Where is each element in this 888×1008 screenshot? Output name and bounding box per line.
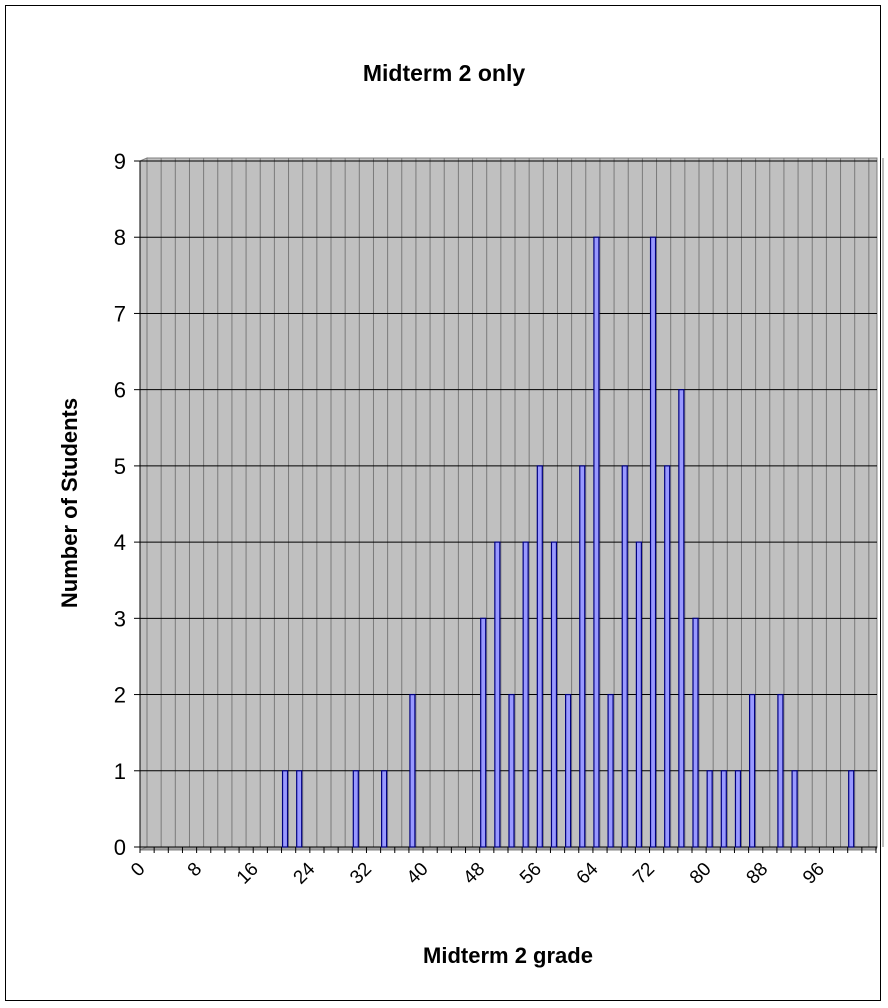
x-tick-label: 56 [516, 859, 546, 889]
histogram-bar [777, 693, 784, 848]
histogram-bar [550, 541, 558, 848]
histogram-bar [848, 770, 855, 848]
x-tick-label: 32 [346, 859, 376, 889]
histogram-bar [494, 541, 501, 848]
plot-side-wall [139, 157, 148, 851]
histogram-bar [621, 465, 628, 848]
x-tick-label: 40 [403, 859, 433, 889]
histogram-bar [749, 693, 756, 848]
y-tick-label: 9 [114, 149, 126, 174]
x-axis-title: Midterm 2 grade [423, 943, 593, 968]
histogram-bar [409, 693, 416, 848]
histogram-bar [536, 465, 543, 848]
histogram-bar [281, 770, 289, 848]
x-tick-label: 96 [799, 859, 829, 889]
histogram-bar [720, 770, 727, 848]
histogram-bar [296, 770, 303, 848]
histogram-bar [352, 770, 359, 848]
x-tick-label: 24 [290, 858, 320, 888]
y-tick-label: 1 [114, 759, 126, 784]
histogram-bar [522, 541, 529, 848]
histogram-bar [635, 541, 642, 848]
histogram-bar [607, 693, 614, 848]
y-tick-label: 3 [114, 606, 126, 631]
histogram-bar [508, 693, 515, 848]
histogram-bar [649, 236, 657, 848]
y-axis-title: Number of Students [57, 398, 82, 608]
histogram-bar [593, 236, 600, 848]
x-tick-label: 0 [127, 859, 149, 881]
histogram-bar [678, 389, 685, 848]
y-tick-label: 6 [114, 378, 126, 403]
y-tick-label: 5 [114, 454, 126, 479]
histogram-bar [664, 465, 671, 848]
x-tick-label: 16 [233, 859, 263, 889]
histogram-bar [381, 770, 388, 848]
histogram-bar [692, 617, 699, 848]
x-tick-label: 72 [629, 859, 659, 889]
x-tick-label: 80 [686, 859, 716, 889]
y-tick-label: 2 [114, 683, 126, 708]
x-tick-label: 64 [573, 858, 603, 888]
histogram-bar [706, 770, 713, 848]
y-tick-label: 4 [114, 530, 126, 555]
chart-title: Midterm 2 only [363, 60, 526, 86]
histogram-bar [791, 770, 798, 848]
y-tick-label: 7 [114, 301, 126, 326]
histogram-bar [565, 693, 572, 848]
y-tick-label: 0 [114, 835, 126, 860]
histogram-bar [579, 465, 586, 848]
histogram-bar [480, 617, 487, 848]
y-tick-label: 8 [114, 225, 126, 250]
x-tick-label: 88 [743, 859, 773, 889]
x-tick-label: 48 [459, 859, 489, 889]
histogram-bar [734, 770, 742, 848]
x-tick-label: 8 [184, 859, 206, 881]
